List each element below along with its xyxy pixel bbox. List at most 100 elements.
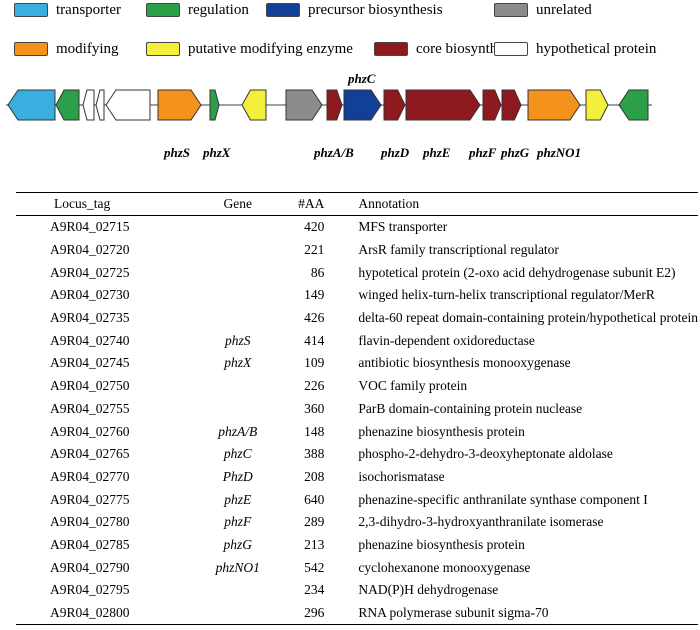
gene-cell [200,579,276,602]
gene-cell [200,398,276,421]
legend-label: modifying [56,40,119,57]
gene-arrow [241,89,267,121]
annotation-cell: RNA polymerase subunit sigma-70 [358,605,549,621]
legend-swatch [266,3,300,17]
legend-label: transporter [56,1,121,18]
gene-label-phzF: phzF [469,145,497,160]
legend-label: regulation [188,1,249,18]
table-row: A9R04_02765 phzC 388 phospho-2-dehydro-3-de… [16,443,698,466]
gene-arrow [285,89,323,121]
legend-core-biosynthesis: core biosynthesis [374,39,520,59]
table-row: A9R04_02720 221 ArsR family transcriptiona… [16,239,698,262]
annotation-cell: phenazine biosynthesis protein [358,423,525,439]
gene-label-phzG: phzG [501,145,530,160]
aa-length-cell: 542 [304,559,325,575]
gene-arrow [209,89,220,121]
gene-cell: phzX [224,355,252,371]
locus-tag-cell: A9R04_02780 [50,514,130,530]
table-row: A9R04_02775 phzE 640 phenazine-specific ant… [16,488,698,511]
gene-cell [200,216,276,239]
legend-precursor-biosynthesis: precursor biosynthesis [266,0,443,20]
annotation-cell: NAD(P)H dehydrogenase [358,582,499,598]
gene-arrow [326,89,343,121]
gene-cell: phzF [224,514,252,530]
table-row: A9R04_02725 86 hypotetical protein (2-oxo … [16,261,698,284]
gene-cell: phzS [224,332,251,348]
gene-arrow [482,89,502,121]
annotation-cell: antibiotic biosynthesis monooxygenase [358,355,571,371]
locus-tag-cell: A9R04_02775 [50,491,130,507]
gene-arrow [105,89,151,121]
locus-tag-cell: A9R04_02790 [50,559,130,575]
annotation-cell: ArsR family transcriptional regulator [358,242,559,258]
annotation-cell: phenazine biosynthesis protein [358,536,525,552]
legend-modifying: modifying [14,39,119,59]
locus-tag-cell: A9R04_02785 [50,536,130,552]
annotation-cell: ParB domain-containing protein nuclease [358,400,583,416]
gene-arrow [618,89,649,121]
legend-hypothetical-protein: hypothetical protein [494,39,656,59]
legend-swatch [146,42,180,56]
gene-label-phzS: phzS [164,145,191,160]
locus-tag-cell: A9R04_02755 [50,400,130,416]
aa-length-cell: 640 [304,491,325,507]
aa-length-cell: 296 [304,605,325,621]
locus-tag-cell: A9R04_02795 [50,582,130,598]
locus-tag-cell: A9R04_02740 [50,332,130,348]
table-row: A9R04_02755 360 ParB domain-containing pro… [16,398,698,421]
table-row: A9R04_02745 phzX 109 antibiotic biosynthesi… [16,352,698,375]
gene-arrow [82,89,95,121]
header-aa: #AA [298,196,325,211]
legend-swatch [494,42,528,56]
header-gene: Gene [223,196,252,211]
gene-cell [200,261,276,284]
locus-tag-cell: A9R04_02715 [50,219,130,235]
gene-cell: phzNO1 [215,559,260,575]
locus-tag-cell: A9R04_02800 [50,605,130,621]
annotation-cell: 2,3-dihydro-3-hydroxyanthranilate isomer… [358,514,604,530]
header-locus-tag: Locus_tag [54,196,111,211]
aa-length-cell: 426 [304,310,325,326]
table-row: A9R04_02740 phzS 414 flavin-dependent oxido… [16,329,698,352]
aa-length-cell: 360 [304,400,325,416]
legend-swatch [14,42,48,56]
table-header-row: Locus_tag Gene #AA Annotation [16,192,698,216]
legend-swatch [494,3,528,17]
legend-swatch [146,3,180,17]
gene-cell: phzE [224,491,252,507]
locus-tag-cell: A9R04_02750 [50,378,130,394]
table-row: A9R04_02730 149 winged helix-turn-helix tr… [16,284,698,307]
annotation-cell: winged helix-turn-helix transcriptional … [358,287,655,303]
locus-tag-cell: A9R04_02770 [50,468,130,484]
legend-unrelated: unrelated [494,0,592,20]
gene-cell: phzC [223,446,252,462]
legend-label: putative modifying enzyme [188,40,353,57]
legend-regulation: regulation [146,0,249,20]
gene-arrow [383,89,406,121]
gene-label-phzAB: phzA/B [314,145,354,160]
aa-length-cell: 221 [304,242,325,258]
aa-length-cell: 234 [304,582,325,598]
annotation-cell: VOC family protein [358,378,468,394]
gene-cell [200,284,276,307]
gene-arrow [585,89,609,121]
table-row: A9R04_02750 226 VOC family protein [16,375,698,398]
gene-arrow [55,89,80,121]
aa-length-cell: 289 [304,514,325,530]
aa-length-cell: 109 [304,355,325,371]
gene-label-phzX: phzX [203,145,231,160]
locus-tag-cell: A9R04_02725 [50,264,130,280]
table-row: A9R04_02785 phzG 213 phenazine biosynthesis… [16,534,698,557]
annotation-cell: hypotetical protein (2-oxo acid dehydrog… [358,264,676,280]
legend-label: unrelated [536,1,592,18]
locus-tag-cell: A9R04_02760 [50,423,130,439]
table-row: A9R04_02790 phzNO1 542 cyclohexanone monoox… [16,556,698,579]
legend-label: precursor biosynthesis [308,1,443,18]
aa-length-cell: 148 [304,423,325,439]
gene-label-phzC: phzC [348,71,376,86]
gene-cluster-map [6,89,652,121]
table-row: A9R04_02800 296 RNA polymerase subunit sig… [16,602,698,625]
annotation-cell: isochorismatase [358,468,445,484]
table-row: A9R04_02780 phzF 289 2,3-dihydro-3-hydroxya… [16,511,698,534]
table-body: A9R04_02715 420 MFS transporter A9R04_02720… [16,216,698,625]
